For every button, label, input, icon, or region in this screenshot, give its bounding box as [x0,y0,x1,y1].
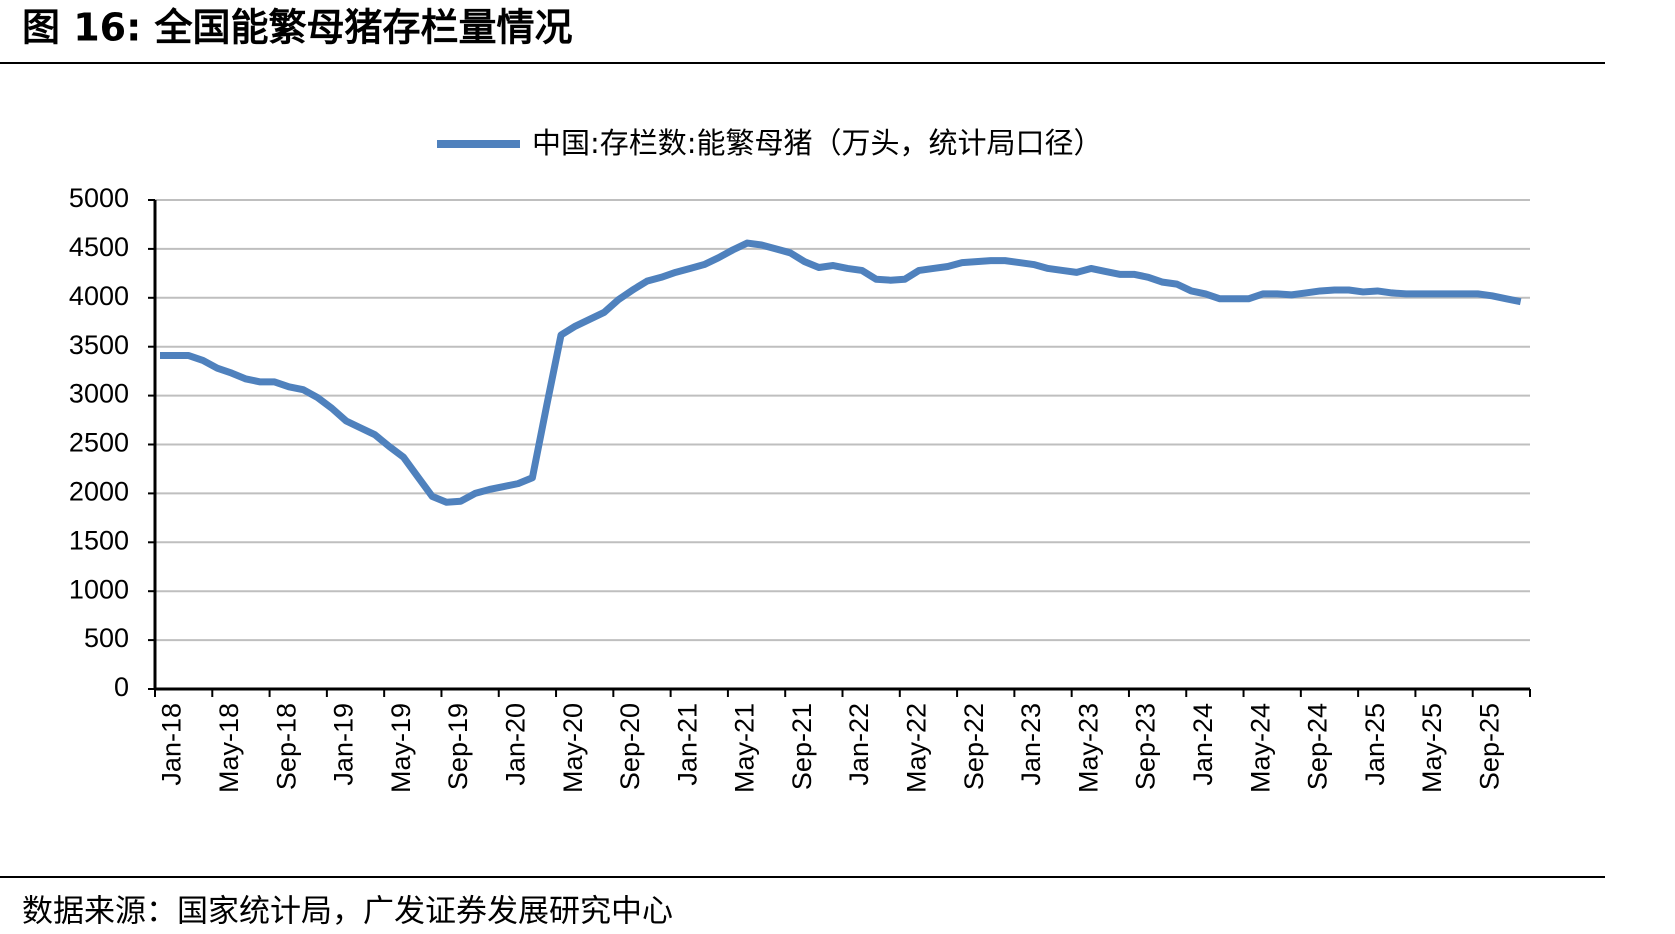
x-tick-label: Jan-24 [1188,703,1218,786]
x-tick-label: May-19 [386,703,416,793]
x-tick-label: May-23 [1073,703,1103,793]
y-tick-label: 2000 [69,477,129,507]
x-tick-label: Jan-18 [157,703,187,786]
source-note: 数据来源：国家统计局，广发证券发展研究中心 [22,894,673,930]
y-tick-label: 0 [114,672,129,702]
series-line [160,239,1522,506]
y-tick-label: 5000 [69,183,129,213]
x-tick-label: Jan-23 [1016,703,1046,786]
chart-title: 图 16: 全国能繁母猪存栏量情况 [22,6,573,50]
x-tick-label: May-25 [1417,703,1447,793]
y-tick-label: 500 [84,623,129,653]
x-tick-label: Jan-20 [500,703,530,786]
x-tick-label: May-24 [1245,703,1275,793]
x-tick-label: Sep-24 [1303,703,1333,790]
x-tick-label: May-22 [902,703,932,793]
x-tick-label: Sep-19 [443,703,473,790]
x-tick-label: May-18 [214,703,244,793]
legend-label: 中国:存栏数:能繁母猪（万头，统计局口径） [532,126,1103,160]
x-tick-label: Jan-19 [329,703,359,786]
x-tick-label: Sep-25 [1474,703,1504,790]
x-tick-label: May-21 [730,703,760,793]
x-tick-label: Sep-18 [271,703,301,790]
x-tick-label: Sep-21 [787,703,817,790]
y-tick-label: 2500 [69,428,129,458]
x-tick-label: Sep-20 [615,703,645,790]
x-tick-label: Jan-22 [844,703,874,786]
y-tick-label: 4000 [69,281,129,311]
y-tick-label: 4500 [69,232,129,262]
x-tick-label: Sep-22 [959,703,989,790]
x-tick-label: Sep-23 [1131,703,1161,790]
y-tick-label: 1500 [69,525,129,555]
y-tick-label: 3500 [69,330,129,360]
x-tick-label: Jan-25 [1360,703,1390,786]
y-tick-label: 3000 [69,379,129,409]
x-tick-label: Jan-21 [672,703,702,786]
y-tick-label: 1000 [69,574,129,604]
x-tick-label: May-20 [558,703,588,793]
